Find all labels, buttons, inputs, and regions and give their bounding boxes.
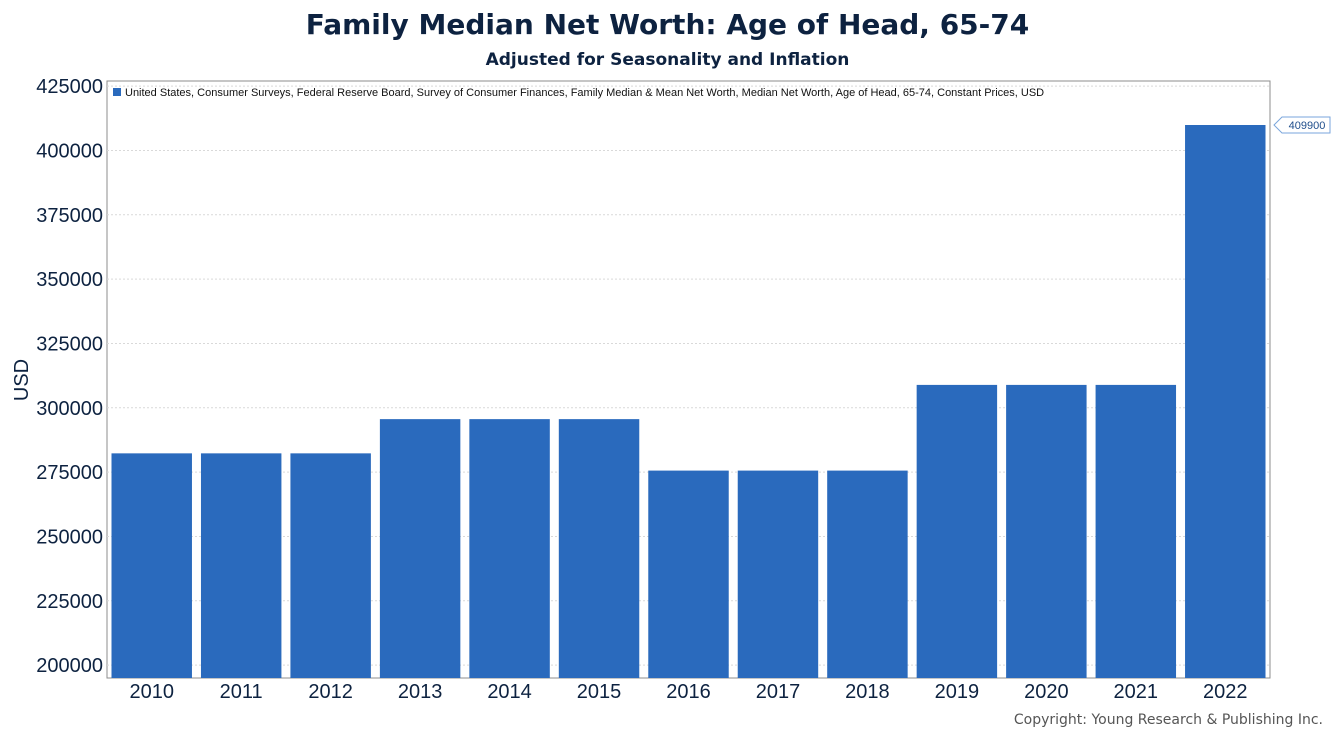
- legend-label: United States, Consumer Surveys, Federal…: [125, 87, 1044, 99]
- x-tick-label: 2012: [308, 681, 353, 703]
- x-tick-label: 2013: [398, 681, 443, 703]
- bar: [290, 453, 371, 678]
- x-tick-label: 2022: [1203, 681, 1248, 703]
- bar: [916, 384, 998, 678]
- copyright-notice: Copyright: Young Research & Publishing I…: [1013, 712, 1323, 728]
- x-tick-label: 2019: [935, 681, 980, 703]
- y-tick-label: 225000: [36, 591, 103, 613]
- x-tick-label: 2011: [220, 681, 263, 703]
- y-tick-label: 300000: [36, 398, 103, 420]
- x-tick-label: 2016: [666, 681, 711, 703]
- y-axis-ticks: 200000 225000 250000 275000 300000 325000 3500…: [36, 76, 103, 677]
- bar: [558, 419, 640, 678]
- bar: [1185, 125, 1266, 679]
- x-tick-label: 2017: [756, 681, 801, 703]
- y-tick-label: 375000: [36, 205, 103, 227]
- value-callout-label: 409900: [1289, 120, 1326, 132]
- y-tick-label: 200000: [36, 655, 103, 677]
- bar: [1095, 384, 1177, 678]
- bar: [200, 453, 282, 678]
- x-tick-label: 2015: [577, 681, 622, 703]
- x-tick-label: 2020: [1024, 681, 1069, 703]
- bar: [379, 419, 461, 678]
- x-tick-label: 2021: [1114, 681, 1159, 703]
- x-axis-ticks: 2010 2011 2012 2013 2014 2015 2016 2017 2018 2019…: [129, 681, 1247, 703]
- bar: [469, 419, 550, 678]
- chart-subtitle: Adjusted for Seasonality and Inflation: [485, 50, 850, 70]
- x-tick-label: 2018: [845, 681, 890, 703]
- bar: [827, 470, 908, 678]
- chart-title: Family Median Net Worth: Age of Head, 65…: [305, 8, 1030, 41]
- value-annotations: 409900: [1273, 116, 1331, 134]
- bars: [111, 125, 1266, 679]
- bar: [737, 470, 819, 678]
- y-tick-label: 275000: [36, 462, 103, 484]
- legend: United States, Consumer Surveys, Federal…: [113, 87, 1044, 99]
- bar: [1006, 384, 1087, 678]
- bar: [111, 453, 192, 678]
- y-tick-label: 325000: [36, 333, 103, 355]
- x-tick-label: 2010: [129, 681, 174, 703]
- bar: [648, 470, 729, 678]
- y-tick-label: 400000: [36, 140, 103, 162]
- y-tick-label: 425000: [36, 76, 103, 98]
- value-callout-box: [1273, 116, 1331, 134]
- x-tick-label: 2014: [487, 681, 532, 703]
- legend-swatch: [113, 88, 121, 96]
- y-axis-label: USD: [11, 359, 33, 401]
- y-tick-label: 250000: [36, 526, 103, 548]
- y-tick-label: 350000: [36, 269, 103, 291]
